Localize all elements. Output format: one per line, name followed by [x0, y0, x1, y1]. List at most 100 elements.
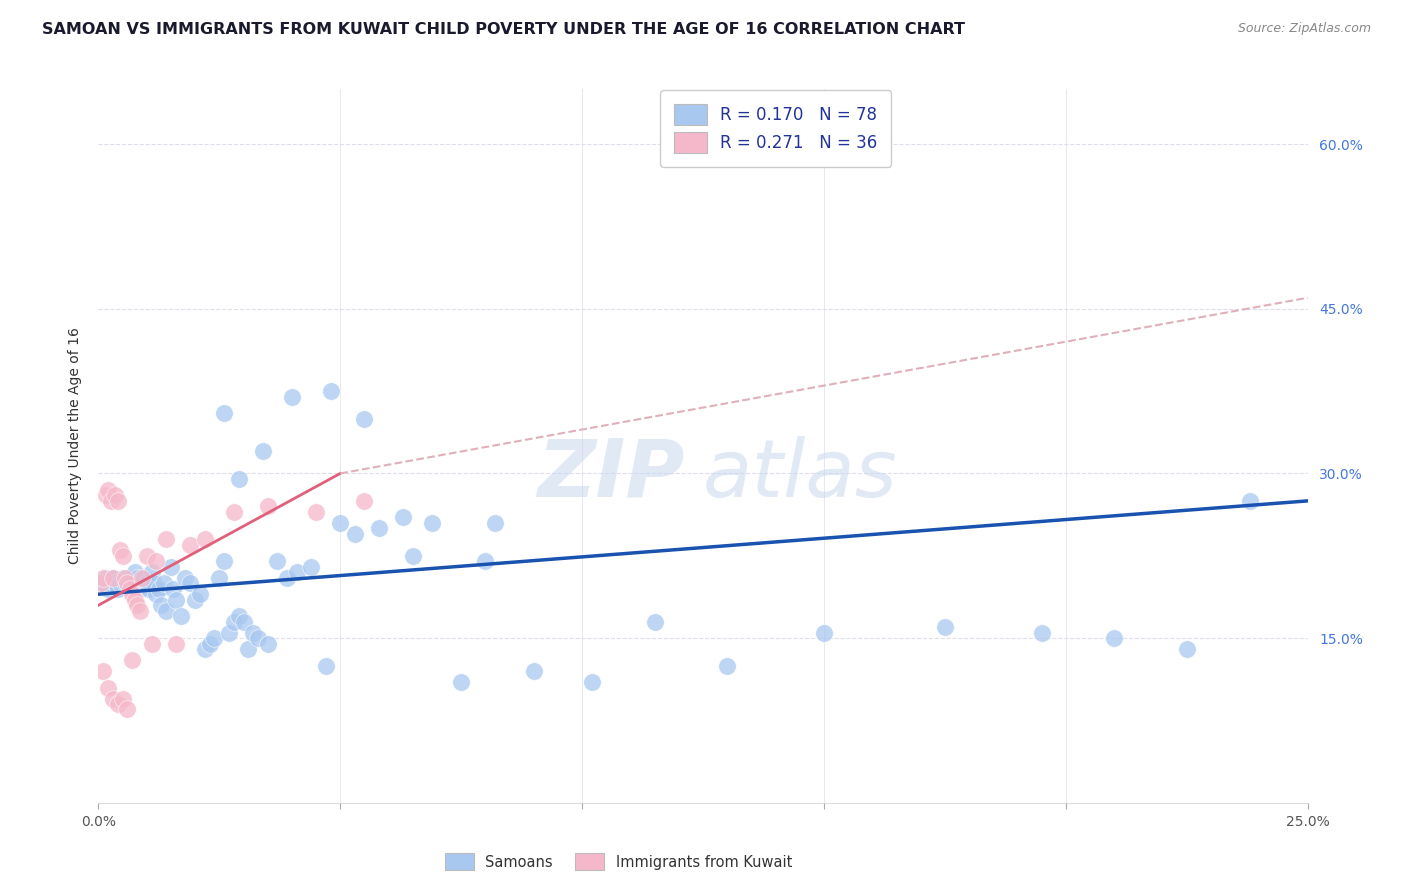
Point: [124, 592, 146, 607]
Point: [256, 500, 278, 514]
Point: [242, 625, 264, 640]
Point: [222, 615, 245, 629]
Point: [127, 571, 149, 585]
Point: [228, 472, 250, 486]
Point: [353, 411, 375, 425]
Point: [1175, 642, 1198, 657]
Point: [121, 653, 143, 667]
Point: [160, 559, 183, 574]
Point: [94, 488, 117, 502]
Point: [121, 587, 143, 601]
Point: [114, 576, 136, 591]
Point: [128, 604, 150, 618]
Point: [1102, 631, 1125, 645]
Point: [523, 664, 546, 678]
Point: [155, 604, 177, 618]
Point: [134, 571, 156, 585]
Point: [232, 615, 254, 629]
Text: atlas: atlas: [703, 435, 898, 514]
Point: [117, 576, 139, 591]
Point: [118, 582, 141, 596]
Point: [368, 521, 391, 535]
Text: ZIP: ZIP: [537, 435, 685, 514]
Point: [107, 494, 129, 508]
Point: [135, 549, 157, 563]
Point: [212, 406, 235, 420]
Legend: Samoans, Immigrants from Kuwait: Samoans, Immigrants from Kuwait: [437, 847, 800, 878]
Point: [100, 494, 122, 508]
Point: [285, 566, 308, 580]
Point: [299, 559, 322, 574]
Point: [108, 543, 131, 558]
Text: SAMOAN VS IMMIGRANTS FROM KUWAIT CHILD POVERTY UNDER THE AGE OF 16 CORRELATION C: SAMOAN VS IMMIGRANTS FROM KUWAIT CHILD P…: [42, 22, 965, 37]
Y-axis label: Child Poverty Under the Age of 16: Child Poverty Under the Age of 16: [67, 327, 82, 565]
Point: [353, 494, 375, 508]
Point: [484, 516, 506, 530]
Point: [97, 483, 120, 497]
Point: [420, 516, 443, 530]
Point: [329, 516, 352, 530]
Point: [238, 642, 260, 657]
Point: [111, 571, 134, 585]
Point: [194, 533, 217, 547]
Point: [100, 576, 122, 591]
Point: [150, 598, 173, 612]
Point: [155, 533, 177, 547]
Point: [138, 582, 160, 596]
Point: [97, 582, 120, 596]
Point: [716, 658, 738, 673]
Point: [124, 566, 146, 580]
Point: [91, 576, 114, 591]
Point: [644, 615, 666, 629]
Point: [319, 384, 342, 398]
Point: [145, 554, 167, 568]
Point: [91, 664, 114, 678]
Point: [228, 609, 250, 624]
Point: [104, 576, 127, 591]
Point: [131, 571, 153, 585]
Point: [165, 592, 187, 607]
Point: [169, 609, 191, 624]
Point: [1239, 494, 1261, 508]
Point: [165, 637, 187, 651]
Point: [208, 571, 231, 585]
Point: [402, 549, 425, 563]
Point: [107, 582, 129, 596]
Point: [114, 571, 136, 585]
Point: [343, 526, 366, 541]
Point: [101, 571, 124, 585]
Point: [188, 587, 211, 601]
Point: [131, 576, 153, 591]
Point: [101, 691, 124, 706]
Point: [104, 488, 127, 502]
Point: [145, 587, 167, 601]
Point: [121, 576, 143, 591]
Point: [91, 571, 114, 585]
Text: Source: ZipAtlas.com: Source: ZipAtlas.com: [1237, 22, 1371, 36]
Point: [97, 681, 120, 695]
Point: [222, 505, 245, 519]
Point: [117, 702, 139, 716]
Point: [450, 675, 472, 690]
Point: [90, 576, 112, 591]
Point: [162, 582, 184, 596]
Point: [94, 571, 117, 585]
Point: [152, 576, 174, 591]
Point: [1031, 625, 1053, 640]
Point: [111, 549, 134, 563]
Point: [247, 631, 270, 645]
Point: [127, 598, 149, 612]
Point: [581, 675, 603, 690]
Point: [198, 637, 221, 651]
Point: [305, 505, 328, 519]
Point: [813, 625, 835, 640]
Point: [474, 554, 496, 568]
Point: [111, 691, 134, 706]
Point: [179, 538, 201, 552]
Point: [118, 571, 141, 585]
Point: [141, 637, 163, 651]
Point: [135, 576, 157, 591]
Point: [184, 592, 207, 607]
Point: [179, 576, 201, 591]
Point: [252, 444, 274, 458]
